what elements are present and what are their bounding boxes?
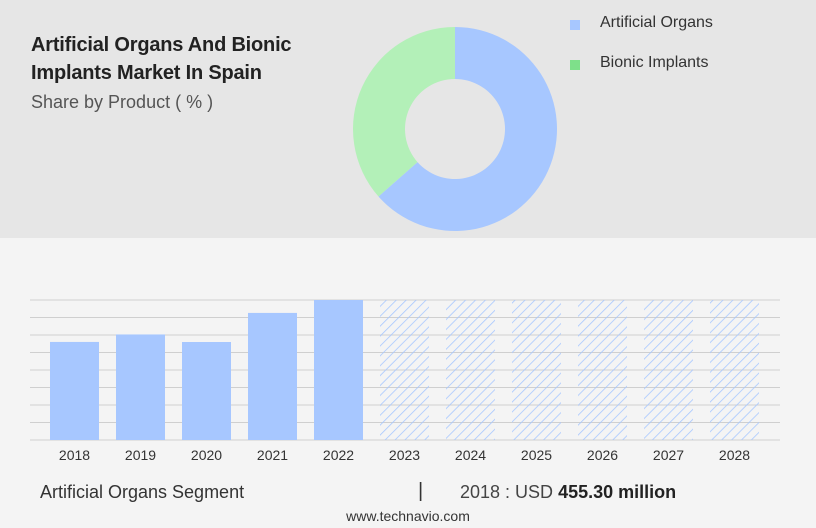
bar-chart: 2018 2019 2020 2021 2022 2023 2024 2025 2026 2027… bbox=[30, 299, 780, 463]
legend-label-artificial-organs: Artificial Organs bbox=[600, 14, 713, 31]
x-tick-label-2019: 2019 bbox=[125, 447, 156, 463]
x-tick-label-2024: 2024 bbox=[455, 447, 486, 463]
forecast-bar-2028 bbox=[710, 300, 759, 440]
bar-2020 bbox=[182, 342, 231, 440]
x-tick-label-2021: 2021 bbox=[257, 447, 288, 463]
forecast-bar-2027 bbox=[644, 300, 693, 440]
segment-value: 2018 : USD 455.30 million bbox=[460, 482, 676, 503]
bar-2022 bbox=[314, 300, 363, 440]
x-tick-label-2022: 2022 bbox=[323, 447, 354, 463]
x-tick-label-2026: 2026 bbox=[587, 447, 618, 463]
legend-swatch-bionic-implants bbox=[570, 60, 580, 70]
x-tick-label-2027: 2027 bbox=[653, 447, 684, 463]
footer-separator: | bbox=[418, 480, 424, 502]
forecast-bar-2023 bbox=[380, 300, 429, 440]
bar-2018 bbox=[50, 341, 99, 440]
chart-subtitle: Share by Product ( % ) bbox=[31, 92, 214, 112]
donut-slice-artificial-organs bbox=[378, 27, 557, 231]
donut-slice-bionic-implants bbox=[353, 27, 455, 197]
source-link[interactable]: www.technavio.com bbox=[346, 508, 470, 524]
bar-2021 bbox=[248, 312, 297, 440]
donut-chart bbox=[353, 27, 557, 231]
bar-2019 bbox=[116, 334, 165, 440]
x-tick-label-2018: 2018 bbox=[59, 447, 90, 463]
x-tick-label-2020: 2020 bbox=[191, 447, 222, 463]
forecast-bar-2026 bbox=[578, 300, 627, 440]
legend-swatch-artificial-organs bbox=[570, 20, 580, 30]
x-tick-label-2023: 2023 bbox=[389, 447, 420, 463]
legend-label-bionic-implants: Bionic Implants bbox=[600, 54, 709, 71]
segment-label: Artificial Organs Segment bbox=[40, 482, 245, 502]
forecast-bar-2025 bbox=[512, 300, 561, 440]
x-tick-label-2025: 2025 bbox=[521, 447, 552, 463]
x-tick-label-2028: 2028 bbox=[719, 447, 750, 463]
forecast-bar-2024 bbox=[446, 300, 495, 440]
segment-value-prefix: 2018 : USD bbox=[460, 482, 554, 502]
segment-value-amount: 455.30 million bbox=[558, 482, 677, 502]
chart-title: Artificial Organs And Bionic Implants Ma… bbox=[31, 34, 292, 84]
